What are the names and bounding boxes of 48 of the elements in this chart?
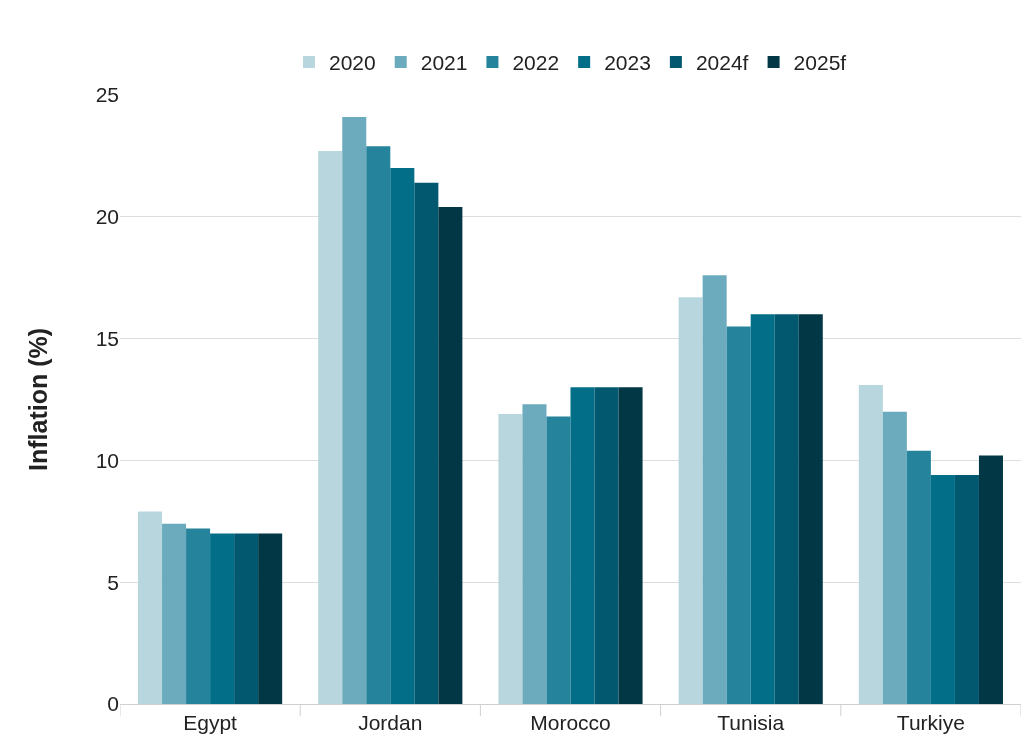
legend-label: 2021 bbox=[420, 51, 468, 75]
bar bbox=[774, 314, 799, 704]
y-tick-label: 10 bbox=[95, 448, 119, 472]
bar bbox=[930, 475, 955, 704]
bar bbox=[570, 387, 595, 704]
bar bbox=[750, 314, 775, 704]
bar bbox=[438, 207, 463, 704]
y-tick-label: 5 bbox=[107, 570, 119, 594]
bar bbox=[522, 404, 547, 704]
bar bbox=[390, 168, 415, 704]
bar bbox=[858, 384, 883, 704]
bar bbox=[798, 314, 823, 704]
bar bbox=[546, 416, 571, 704]
bar bbox=[210, 533, 235, 704]
y-tick-label: 0 bbox=[107, 692, 119, 716]
legend-label: 2025f bbox=[793, 51, 847, 75]
x-tick-label: Tunisia bbox=[717, 711, 785, 735]
bar bbox=[882, 411, 907, 704]
bar bbox=[498, 414, 523, 704]
y-tick-label: 15 bbox=[95, 326, 119, 350]
bar bbox=[186, 528, 211, 704]
bar bbox=[954, 475, 979, 704]
bar bbox=[594, 387, 619, 704]
bar bbox=[726, 326, 751, 704]
y-axis-title: Inflation (%) bbox=[24, 327, 53, 472]
bar bbox=[162, 523, 187, 704]
legend-label: 2024f bbox=[695, 51, 749, 75]
bar bbox=[678, 297, 703, 704]
bar bbox=[618, 387, 643, 704]
legend-label: 2023 bbox=[604, 51, 651, 75]
bar bbox=[702, 275, 727, 704]
y-tick-label: 25 bbox=[95, 83, 119, 107]
bar bbox=[342, 116, 367, 704]
x-tick-label: Morocco bbox=[530, 711, 611, 735]
legend-label: 2020 bbox=[329, 51, 376, 75]
bar bbox=[414, 182, 439, 704]
bar bbox=[366, 146, 391, 704]
bar bbox=[258, 533, 283, 704]
bar bbox=[978, 455, 1003, 704]
x-tick-label: Turkiye bbox=[896, 711, 965, 735]
bar bbox=[138, 511, 163, 704]
bar bbox=[318, 151, 343, 704]
bar bbox=[906, 450, 931, 704]
x-tick-label: Jordan bbox=[358, 711, 423, 735]
legend-label: 2022 bbox=[512, 51, 560, 75]
x-tick-label: Egypt bbox=[183, 711, 238, 735]
y-tick-label: 20 bbox=[95, 205, 119, 229]
bar bbox=[234, 533, 259, 704]
